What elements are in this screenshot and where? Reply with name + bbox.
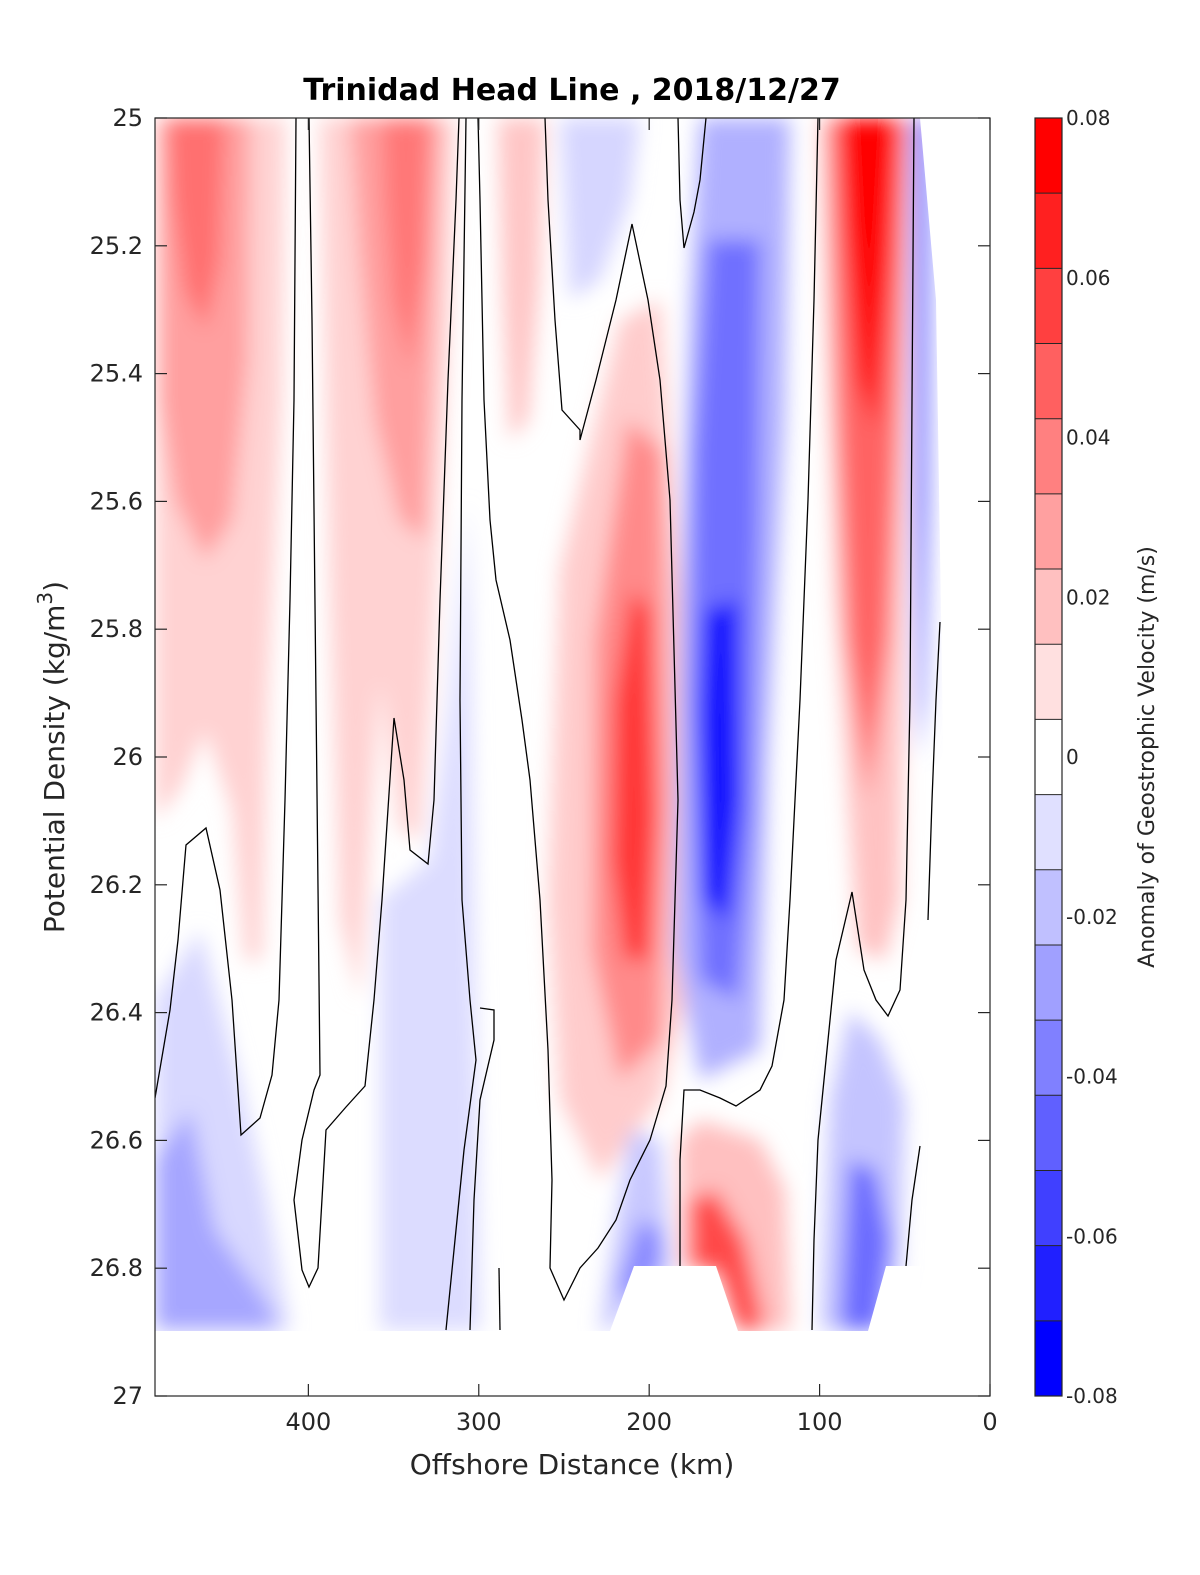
colorbar-tick-label: 0.02 <box>1066 585 1111 609</box>
y-tick-label: 25.4 <box>90 360 143 388</box>
y-axis-label-superscript: 3 <box>33 592 57 605</box>
x-axis: 400 300 200 100 0 <box>285 118 998 1436</box>
x-tick-label: 300 <box>456 1408 502 1436</box>
colorbar-swatch <box>1035 869 1062 946</box>
negative-core-deep-nearshore <box>840 1160 890 1330</box>
colorbar-swatch <box>1035 1020 1062 1096</box>
zero-contour <box>469 1007 495 1331</box>
negative-sliver-nearshore <box>912 118 932 760</box>
zero-contour <box>927 621 941 921</box>
no-data-notch-central <box>610 1266 738 1331</box>
positive-streak <box>498 118 545 440</box>
no-data-notch-nearshore <box>868 1266 920 1331</box>
colorbar-swatch <box>1035 569 1062 645</box>
positive-core-deep <box>690 1190 765 1330</box>
colorbar-tick-label: 0 <box>1066 745 1079 769</box>
negative-peak-central <box>700 600 740 920</box>
anomaly-field <box>155 118 990 1396</box>
x-axis-label: Offshore Distance (km) <box>410 1448 735 1481</box>
positive-peak-nearshore <box>840 118 898 430</box>
colorbar-label: Anomaly of Geostrophic Velocity (m/s) <box>1135 546 1160 968</box>
y-tick-label: 26.4 <box>90 999 143 1027</box>
y-tick-label: 25 <box>112 104 143 132</box>
zero-contours <box>155 118 941 1331</box>
negative-core-deep-central <box>618 1220 660 1300</box>
y-tick-label: 25.6 <box>90 487 143 515</box>
colorbar-swatch <box>1035 1245 1062 1322</box>
colorbar-tick-label: -0.08 <box>1066 1384 1118 1408</box>
colorbar-swatch <box>1035 1320 1062 1397</box>
colorbar-swatch <box>1035 1095 1062 1171</box>
zero-contour <box>677 118 707 249</box>
field-layer <box>155 118 932 1330</box>
negative-core-deep-offshore <box>155 1110 280 1330</box>
zero-contour <box>679 118 819 1266</box>
zero-contour <box>445 118 477 1331</box>
y-tick-label: 27 <box>112 1382 143 1410</box>
negative-streak-top <box>560 118 640 300</box>
colorbar-frame <box>1034 117 1063 1397</box>
x-tick-label: 0 <box>982 1408 997 1436</box>
y-tick-label: 26.8 <box>90 1254 143 1282</box>
colorbar-swatch <box>1035 493 1062 570</box>
x-tick-label: 200 <box>626 1408 672 1436</box>
y-tick-label: 25.2 <box>90 232 143 260</box>
y-axis-label: Potential Density (kg/m3) <box>33 581 71 933</box>
no-data-region-nearshore <box>920 118 990 1331</box>
y-axis-label-suffix: ) <box>38 581 71 592</box>
colorbar-tick-label: 0.08 <box>1066 106 1111 130</box>
colorbar-tick-label: -0.02 <box>1066 905 1118 929</box>
zero-contour <box>905 1145 921 1267</box>
colorbar-swatch <box>1035 719 1062 796</box>
colorbar-swatch <box>1035 268 1062 345</box>
y-axis-label-main: Potential Density (kg/m <box>38 605 71 934</box>
colorbar: 0.08 0.06 0.04 0.02 0 -0.02 -0.04 -0.06 -0.08 <box>1034 106 1118 1408</box>
positive-peak-offshore <box>168 118 225 330</box>
colorbar-swatch <box>1035 343 1062 420</box>
colorbar-tick-label: 0.06 <box>1066 266 1111 290</box>
zero-contour <box>811 118 915 1331</box>
zero-contour <box>477 118 679 1302</box>
y-axis: 25 25.2 25.4 25.6 25.8 26 26.2 26.4 26.6 26.8 27 <box>90 104 990 1410</box>
positive-peak-west <box>382 118 430 370</box>
zero-contour <box>155 118 297 1137</box>
chart-title: Trinidad Head Line , 2018/12/27 <box>303 73 840 108</box>
colorbar-swatch <box>1035 944 1062 1021</box>
y-tick-label: 25.8 <box>90 615 143 643</box>
colorbar-swatch <box>1035 193 1062 269</box>
colorbar-swatch <box>1035 118 1062 194</box>
no-data-region-bottom <box>155 1331 990 1396</box>
colorbar-swatch <box>1035 644 1062 720</box>
y-tick-label: 26.2 <box>90 871 143 899</box>
x-tick-label: 400 <box>285 1408 331 1436</box>
y-tick-label: 26 <box>112 743 143 771</box>
x-tick-label: 100 <box>797 1408 843 1436</box>
zero-contour <box>498 1267 501 1331</box>
colorbar-tick-label: 0.04 <box>1066 426 1111 450</box>
colorbar-swatch <box>1035 418 1062 495</box>
colorbar-swatch <box>1035 794 1062 871</box>
positive-peak-central <box>612 590 655 960</box>
y-tick-label: 26.6 <box>90 1126 143 1154</box>
colorbar-swatch <box>1035 1170 1062 1247</box>
negative-region-mid <box>380 500 480 1330</box>
colorbar-tick-label: -0.06 <box>1066 1224 1118 1248</box>
colorbar-tick-label: -0.04 <box>1066 1065 1118 1089</box>
zero-contour <box>293 118 460 1289</box>
